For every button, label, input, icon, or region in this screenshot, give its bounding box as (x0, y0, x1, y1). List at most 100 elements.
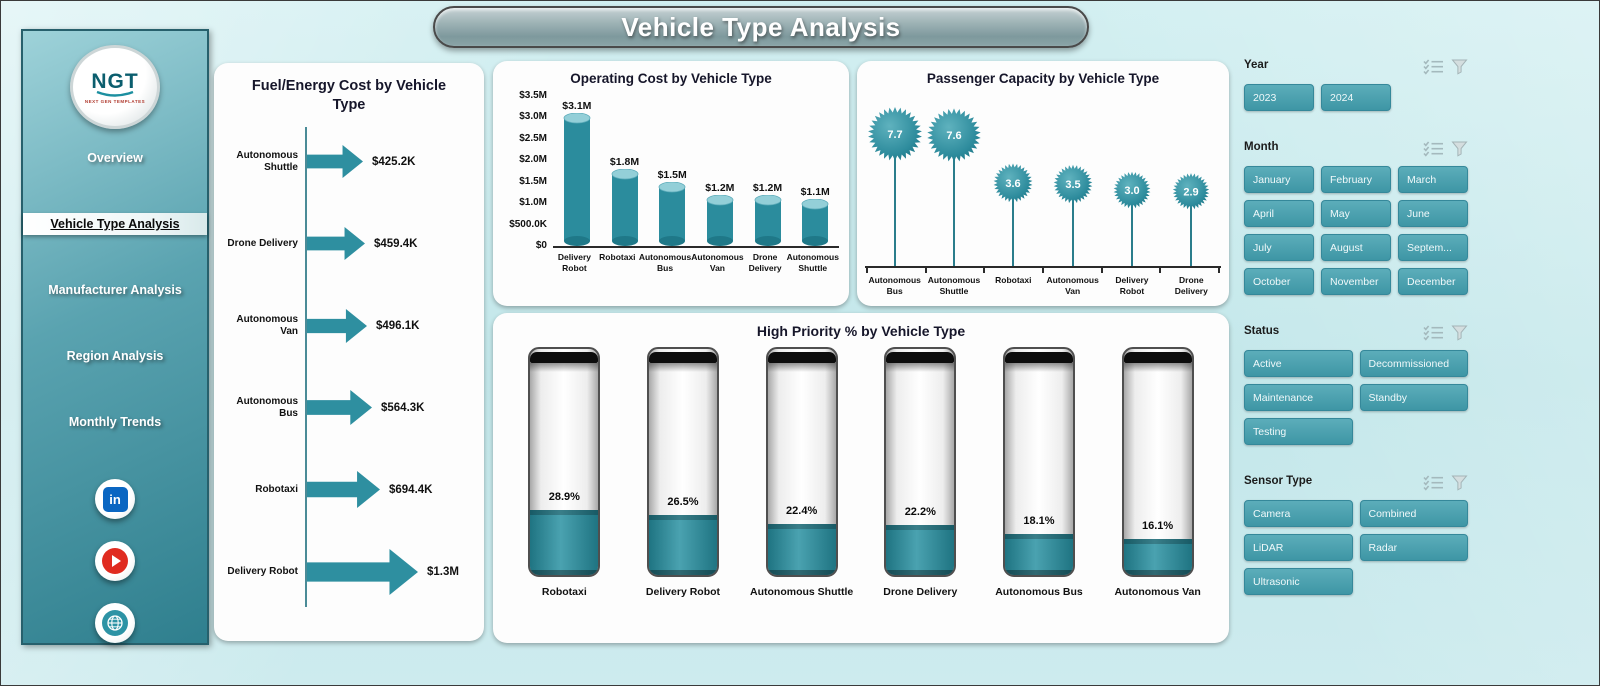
youtube-icon[interactable] (95, 541, 135, 581)
gauge-cap-shade (767, 363, 836, 372)
checklist-icon[interactable] (1423, 475, 1444, 491)
filter-option-ultrasonic[interactable]: Ultrasonic (1244, 568, 1353, 595)
gauge-rim (767, 570, 836, 575)
arrow-bar[interactable] (306, 471, 381, 509)
starburst-marker[interactable]: 3.6 (984, 88, 1042, 266)
thermometer-gauge[interactable]: 22.2% (884, 347, 957, 577)
sidebar-item-overview[interactable]: Overview (87, 151, 143, 165)
filter-header-month: Month (1244, 141, 1468, 157)
thermometer-gauge[interactable]: 18.1% (1002, 347, 1075, 577)
filter-group-status: Status Active Decommissioned Maintenance Sta… (1244, 325, 1468, 445)
filter-icon[interactable] (1451, 141, 1468, 157)
filter-option-maintenance[interactable]: Maintenance (1244, 384, 1353, 411)
thermometer-gauge[interactable]: 16.1% (1121, 347, 1194, 577)
linkedin-icon[interactable]: in (95, 479, 135, 519)
filter-option-2023[interactable]: 2023 (1244, 84, 1314, 111)
cylinder-bar[interactable] (798, 199, 832, 246)
arrow-bar[interactable] (306, 227, 366, 261)
value-label: $694.4K (389, 483, 433, 496)
filter-option-testing[interactable]: Testing (1244, 418, 1353, 445)
youtube-glyph (102, 548, 128, 574)
filter-option-camera[interactable]: Camera (1244, 500, 1353, 527)
filter-option-august[interactable]: August (1321, 234, 1391, 261)
gauge-fill (530, 509, 599, 575)
category-label: Autonomous Shuttle (927, 275, 981, 296)
arrow-bar[interactable] (306, 390, 373, 426)
cylinder-bar[interactable] (560, 113, 594, 246)
thermometer-gauge[interactable]: 28.9% (528, 347, 601, 577)
svg-text:7.6: 7.6 (946, 130, 961, 142)
starburst-marker[interactable]: 7.7 (866, 88, 924, 266)
cylinder-bar[interactable] (751, 195, 785, 246)
arrow-bar[interactable] (306, 548, 419, 595)
thermometer-gauge[interactable]: 26.5% (646, 347, 719, 577)
value-label: 28.9% (548, 490, 580, 503)
category-label: Delivery Robot (227, 565, 298, 577)
filter-option-march[interactable]: March (1398, 166, 1468, 193)
value-label: $459.4K (374, 237, 418, 250)
filter-option-lidar[interactable]: LiDAR (1244, 534, 1353, 561)
filter-icon[interactable] (1451, 475, 1468, 491)
arrow-bar[interactable] (306, 145, 364, 179)
filter-group-year: Year 2023 2024 (1244, 59, 1468, 111)
filter-option-november[interactable]: November (1321, 268, 1391, 295)
category-label: Autonomous Van (1046, 275, 1099, 296)
filter-icon[interactable] (1451, 59, 1468, 75)
starburst-marker[interactable]: 3.5 (1044, 88, 1102, 266)
svg-text:3.5: 3.5 (1065, 179, 1080, 191)
starburst-marker[interactable]: 3.0 (1103, 88, 1161, 266)
filter-option-active[interactable]: Active (1244, 350, 1353, 377)
checklist-icon[interactable] (1423, 325, 1444, 341)
sidebar-item-vehicle-type-analysis[interactable]: Vehicle Type Analysis (23, 213, 207, 235)
fuel-cost-title: Fuel/Energy Cost by Vehicle Type (251, 78, 447, 113)
filter-option-april[interactable]: April (1244, 200, 1314, 227)
filter-option-2024[interactable]: 2024 (1321, 84, 1391, 111)
website-icon[interactable] (95, 603, 135, 643)
checklist-icon[interactable] (1423, 59, 1444, 75)
filter-option-radar[interactable]: Radar (1359, 534, 1468, 561)
filter-option-february[interactable]: February (1321, 166, 1391, 193)
fuel-row-autonomous-bus: Autonomous Bus $564.3K (224, 367, 474, 449)
capacity-item-autonomous-bus: 7.7 (865, 88, 924, 266)
value-label: $1.8M (609, 156, 640, 168)
gauge-fill (767, 524, 836, 575)
capacity-item-autonomous-shuttle: 7.6 (924, 88, 983, 266)
starburst-marker[interactable]: 7.6 (925, 88, 983, 266)
filter-option-october[interactable]: October (1244, 268, 1314, 295)
arrow-bar[interactable] (306, 308, 368, 343)
filter-option-may[interactable]: May (1321, 200, 1391, 227)
cylinder-bar[interactable] (703, 195, 737, 246)
filter-option-december[interactable]: December (1398, 268, 1468, 295)
filter-option-combined[interactable]: Combined (1359, 500, 1468, 527)
checklist-icon[interactable] (1423, 141, 1444, 157)
filter-icons (1423, 325, 1468, 341)
svg-text:2.9: 2.9 (1184, 186, 1199, 198)
sidebar-item-monthly-trends[interactable]: Monthly Trends (68, 415, 162, 429)
sidebar-item-manufacturer-analysis[interactable]: Manufacturer Analysis (48, 283, 182, 297)
filter-option-standby[interactable]: Standby (1359, 384, 1468, 411)
filter-option-decommissioned[interactable]: Decommissioned (1359, 350, 1468, 377)
filter-option-january[interactable]: January (1244, 166, 1314, 193)
category-label: Drone Delivery (883, 586, 958, 598)
page-title: Vehicle Type Analysis (433, 6, 1089, 48)
cylinder-bar[interactable] (608, 169, 642, 246)
y-tick-label: $3.5M (519, 90, 547, 101)
cylinder-bar[interactable] (655, 182, 689, 246)
axis-tick (1041, 268, 1044, 273)
starburst-marker[interactable]: 2.9 (1162, 88, 1220, 266)
bar-column-delivery-robot: $3.1M (553, 100, 601, 246)
filter-option-july[interactable]: July (1244, 234, 1314, 261)
value-label: $1.5M (657, 169, 687, 181)
filter-icons (1423, 141, 1468, 157)
fuel-row-drone-delivery: Drone Delivery $459.4K (224, 203, 474, 285)
gauge-cap-shade (1123, 363, 1192, 372)
value-label: 18.1% (1023, 515, 1055, 528)
sidebar-item-region-analysis[interactable]: Region Analysis (66, 349, 164, 363)
x-axis-labels: Delivery Robot Robotaxi Autonomous Bus Auto… (553, 252, 839, 273)
filter-icon[interactable] (1451, 325, 1468, 341)
filter-option-june[interactable]: June (1398, 200, 1468, 227)
linkedin-glyph: in (102, 486, 128, 512)
filter-option-septem[interactable]: Septem... (1398, 234, 1468, 261)
thermometer-gauge[interactable]: 22.4% (765, 347, 838, 577)
